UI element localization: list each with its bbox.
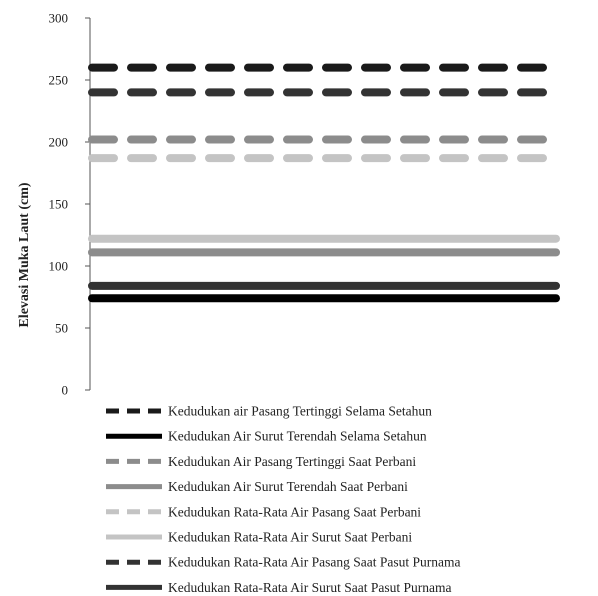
series-lines [88, 63, 560, 303]
y-tick-label: 200 [49, 135, 69, 150]
legend-label-1: Kedudukan air Pasang Tertinggi Selama Se… [168, 404, 432, 419]
legend-label-6: Kedudukan Rata-Rata Air Surut Saat Perba… [168, 530, 412, 545]
legend-label-7: Kedudukan Rata-Rata Air Pasang Saat Pasu… [168, 555, 460, 570]
legend-label-3: Kedudukan Air Pasang Tertinggi Saat Perb… [168, 454, 416, 469]
y-tick-label: 0 [62, 383, 69, 398]
legend-label-5: Kedudukan Rata-Rata Air Pasang Saat Perb… [168, 504, 421, 519]
y-tick-label: 100 [49, 259, 69, 274]
y-tick-label: 150 [49, 197, 69, 212]
y-axis-title: Elevasi Muka Laut (cm) [17, 182, 32, 327]
y-axis-ticks: 0 50 100 150 200 250 300 [49, 11, 90, 398]
y-tick-label: 50 [55, 321, 68, 336]
y-tick-label: 300 [49, 11, 69, 26]
legend-label-8: Kedudukan Rata-Rata Air Surut Saat Pasut… [168, 580, 451, 595]
y-tick-label: 250 [49, 73, 69, 88]
legend-label-4: Kedudukan Air Surut Terendah Saat Perban… [168, 479, 408, 494]
legend-label-2: Kedudukan Air Surut Terendah Selama Seta… [168, 429, 427, 444]
legend: Kedudukan air Pasang Tertinggi Selama Se… [106, 404, 460, 595]
